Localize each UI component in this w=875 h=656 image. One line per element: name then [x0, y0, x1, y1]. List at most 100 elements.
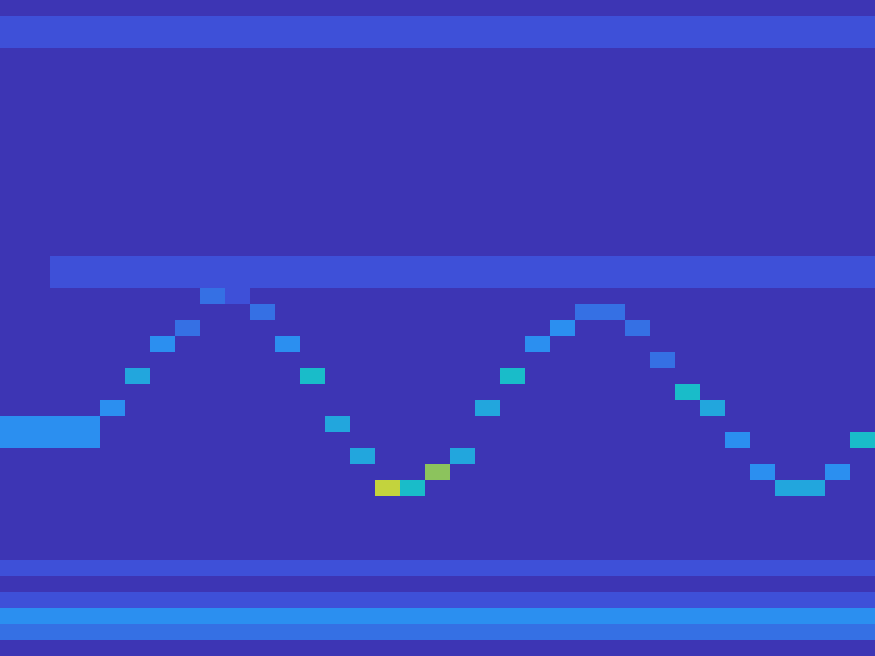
heatmap-cell: [775, 176, 801, 193]
heatmap-cell: [725, 112, 751, 129]
heatmap-cell: [250, 560, 276, 577]
heatmap-cell: [175, 320, 201, 337]
heatmap-cell: [700, 192, 726, 209]
heatmap-cell: [275, 176, 301, 193]
heatmap-cell: [700, 592, 726, 609]
heatmap-cell: [125, 624, 151, 641]
heatmap-cell: [850, 176, 875, 193]
heatmap-cell: [175, 528, 201, 545]
heatmap-cell: [350, 32, 376, 49]
heatmap-cell: [325, 512, 351, 529]
heatmap-cell: [675, 256, 701, 273]
heatmap-cell: [775, 0, 801, 17]
heatmap-cell: [125, 576, 151, 593]
heatmap-cell: [400, 416, 426, 433]
heatmap-cell: [250, 112, 276, 129]
heatmap-cell: [225, 128, 251, 145]
heatmap-cell: [550, 176, 576, 193]
heatmap-cell: [575, 240, 601, 257]
heatmap-cell: [200, 240, 226, 257]
heatmap-cell: [100, 384, 126, 401]
heatmap-cell: [700, 496, 726, 513]
heatmap-cell: [400, 64, 426, 81]
heatmap-cell: [775, 624, 801, 641]
heatmap-cell: [550, 240, 576, 257]
heatmap-cell: [325, 576, 351, 593]
heatmap-cell: [650, 256, 676, 273]
heatmap-cell: [200, 128, 226, 145]
heatmap-cell: [400, 480, 426, 497]
heatmap-cell: [300, 64, 326, 81]
heatmap-cell: [600, 224, 626, 241]
heatmap-cell: [725, 464, 751, 481]
heatmap-cell: [225, 432, 251, 449]
heatmap-cell: [750, 80, 776, 97]
heatmap-cell: [850, 512, 875, 529]
heatmap-cells: [0, 0, 875, 656]
heatmap-cell: [600, 240, 626, 257]
heatmap-cell: [650, 160, 676, 177]
heatmap-cell: [400, 0, 426, 17]
heatmap-cell: [825, 560, 851, 577]
heatmap-cell: [25, 432, 51, 449]
heatmap-cell: [600, 448, 626, 465]
heatmap-cell: [50, 288, 76, 305]
heatmap-cell: [325, 416, 351, 433]
heatmap-cell: [375, 144, 401, 161]
heatmap-cell: [475, 640, 501, 656]
heatmap-cell: [675, 448, 701, 465]
heatmap-cell: [350, 240, 376, 257]
heatmap-cell: [175, 288, 201, 305]
heatmap-cell: [150, 112, 176, 129]
heatmap-cell: [50, 496, 76, 513]
heatmap-cell: [750, 32, 776, 49]
heatmap-cell: [350, 560, 376, 577]
heatmap-cell: [200, 560, 226, 577]
heatmap-cell: [125, 416, 151, 433]
heatmap-cell: [800, 320, 826, 337]
heatmap-cell: [525, 128, 551, 145]
heatmap-cell: [350, 80, 376, 97]
heatmap-cell: [325, 160, 351, 177]
heatmap-cell: [250, 64, 276, 81]
heatmap-cell: [75, 416, 101, 433]
heatmap-cell: [350, 592, 376, 609]
heatmap-cell: [0, 96, 26, 113]
heatmap-cell: [325, 544, 351, 561]
heatmap-cell: [175, 400, 201, 417]
heatmap-cell: [550, 496, 576, 513]
heatmap-cell: [50, 272, 76, 289]
heatmap-cell: [75, 304, 101, 321]
heatmap-cell: [125, 304, 151, 321]
heatmap-cell: [50, 448, 76, 465]
heatmap-cell: [50, 224, 76, 241]
heatmap-cell: [475, 208, 501, 225]
heatmap-cell: [775, 384, 801, 401]
heatmap-cell: [650, 144, 676, 161]
heatmap-cell: [700, 416, 726, 433]
heatmap-cell: [150, 432, 176, 449]
heatmap-cell: [550, 160, 576, 177]
heatmap-cell: [575, 160, 601, 177]
heatmap-cell: [700, 640, 726, 656]
heatmap-cell: [150, 528, 176, 545]
heatmap-cell: [325, 336, 351, 353]
heatmap-cell: [500, 624, 526, 641]
heatmap-cell: [700, 0, 726, 17]
heatmap-cell: [800, 240, 826, 257]
heatmap-cell: [225, 16, 251, 33]
heatmap-cell: [500, 208, 526, 225]
heatmap-cell: [625, 384, 651, 401]
heatmap-cell: [550, 304, 576, 321]
heatmap-cell: [150, 304, 176, 321]
heatmap-cell: [275, 512, 301, 529]
heatmap-cell: [25, 288, 51, 305]
heatmap-cell: [175, 256, 201, 273]
heatmap-cell: [750, 192, 776, 209]
heatmap-cell: [200, 384, 226, 401]
heatmap-cell: [200, 592, 226, 609]
heatmap-cell: [125, 320, 151, 337]
heatmap-cell: [800, 384, 826, 401]
heatmap-cell: [200, 80, 226, 97]
heatmap-cell: [425, 432, 451, 449]
